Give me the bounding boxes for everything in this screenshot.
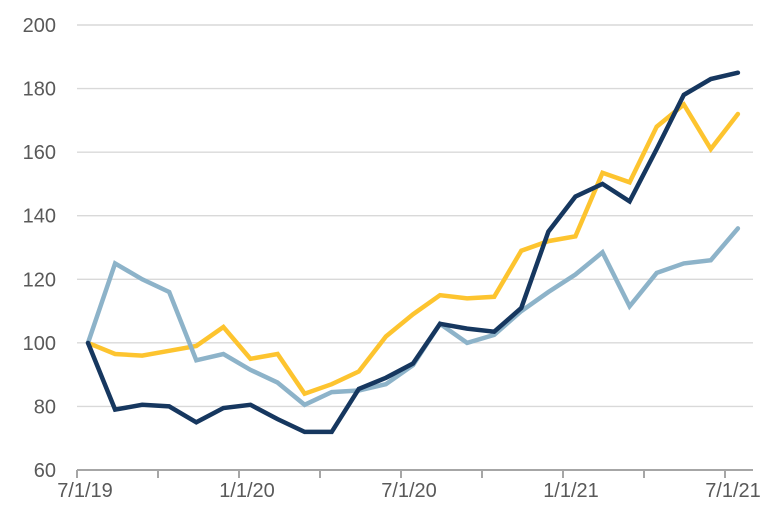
y-axis-label-200: 200 — [23, 15, 56, 37]
x-axis-label-0: 7/1/19 — [57, 480, 113, 502]
x-axis-label-4: 7/1/21 — [705, 480, 761, 502]
y-axis-label-120: 120 — [23, 269, 56, 291]
y-axis-label-60: 60 — [34, 460, 56, 482]
x-axis-label-3: 1/1/21 — [543, 480, 599, 502]
x-axis-label-2: 7/1/20 — [381, 480, 437, 502]
y-axis-label-140: 140 — [23, 206, 56, 228]
y-axis-label-100: 100 — [23, 333, 56, 355]
dark-navy-line — [85, 70, 741, 435]
y-axis-label-180: 180 — [23, 79, 56, 101]
x-axis-label-1: 1/1/20 — [219, 480, 275, 502]
y-axis-label-160: 160 — [23, 142, 56, 164]
y-axis-label-80: 80 — [34, 396, 56, 418]
gold-line — [85, 101, 741, 397]
